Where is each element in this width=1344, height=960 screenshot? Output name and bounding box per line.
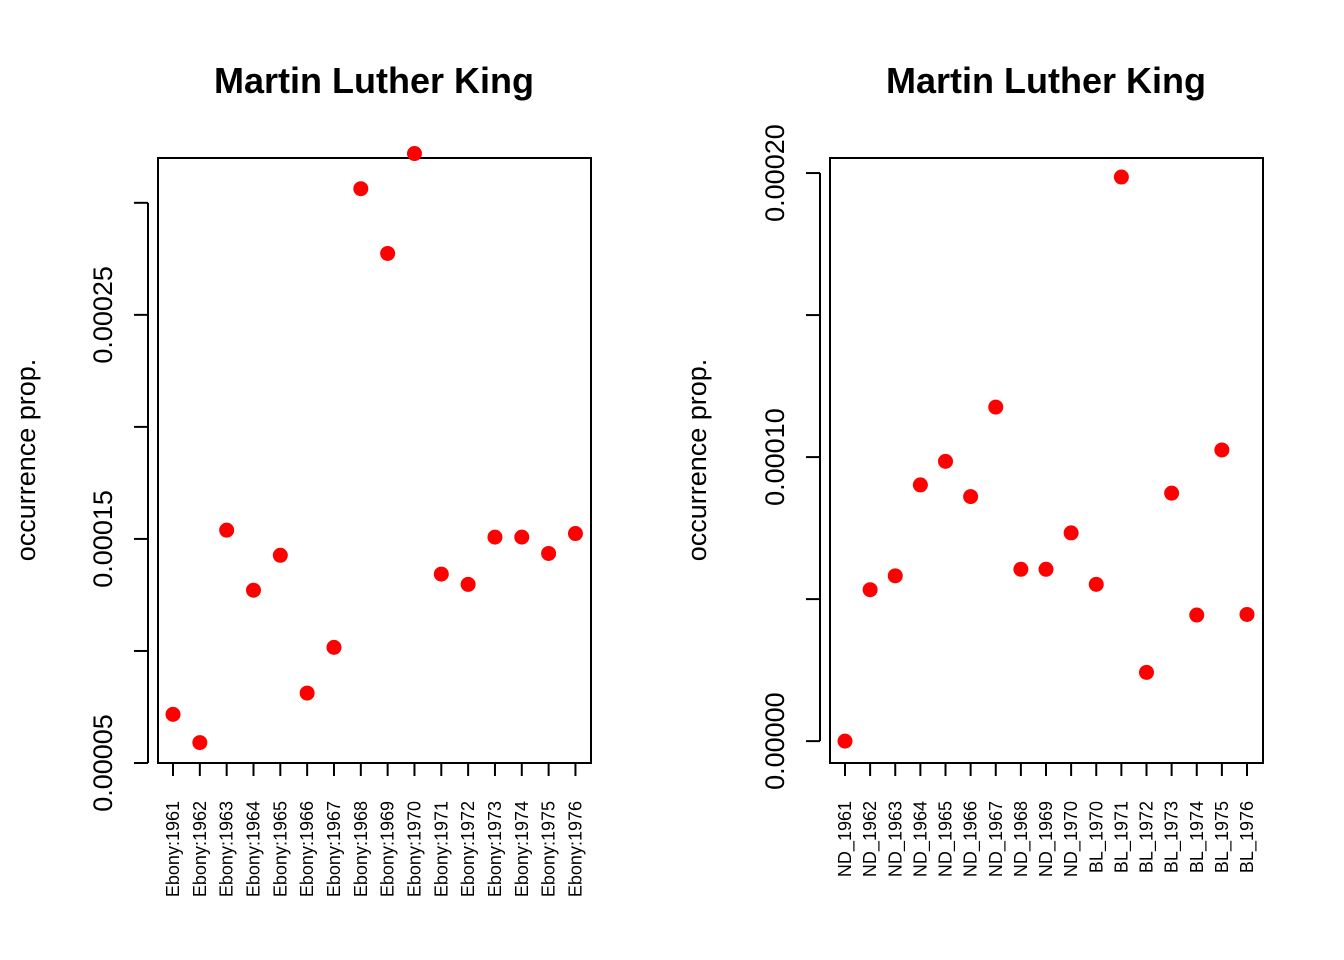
data-point xyxy=(433,566,449,582)
data-point xyxy=(1113,169,1129,185)
data-point xyxy=(887,568,903,584)
plot-frame xyxy=(157,157,592,764)
plot-frame xyxy=(829,157,1264,764)
x-tick-label: ND_1967 xyxy=(986,801,1007,877)
y-tick-label: 0.00020 xyxy=(760,124,790,222)
data-point xyxy=(514,529,530,545)
chart-title: Martin Luther King xyxy=(886,60,1206,101)
data-point xyxy=(1189,607,1205,623)
x-tick-label: ND_1963 xyxy=(885,801,906,877)
data-point xyxy=(938,453,953,469)
data-point xyxy=(1063,525,1079,541)
x-tick-label: Ebony:1971 xyxy=(431,801,451,897)
right-chart-panel: Martin Luther King occurrence prop. 0.00… xyxy=(682,60,1264,877)
x-tick-label: Ebony:1967 xyxy=(324,801,344,897)
x-tick-label: BL_1976 xyxy=(1237,801,1258,873)
x-tick-label: ND_1968 xyxy=(1011,801,1032,877)
data-point xyxy=(1088,576,1104,592)
x-tick-label: BL_1975 xyxy=(1212,801,1233,873)
data-point xyxy=(1239,606,1255,622)
y-tick-label: 0.00000 xyxy=(760,692,790,790)
x-tick-label: Ebony:1975 xyxy=(539,801,559,897)
data-point xyxy=(912,477,928,493)
x-tick-label: Ebony:1964 xyxy=(243,801,263,897)
data-point xyxy=(1013,561,1029,577)
y-tick-label: 0.00005 xyxy=(88,714,118,812)
x-tick-label: Ebony:1976 xyxy=(565,801,585,897)
y-tick-label: 0.00025 xyxy=(88,266,118,364)
x-tick-label: BL_1970 xyxy=(1086,801,1107,873)
data-point xyxy=(165,706,181,722)
data-point xyxy=(862,582,878,598)
x-tick-label: ND_1964 xyxy=(910,801,931,877)
data-point xyxy=(1038,561,1054,577)
x-tick-label: Ebony:1972 xyxy=(458,801,478,897)
x-tick-label: Ebony:1962 xyxy=(190,801,210,897)
x-tick-label: Ebony:1965 xyxy=(270,801,290,897)
x-tick-label: Ebony:1966 xyxy=(297,801,317,897)
x-tick-label: Ebony:1973 xyxy=(485,801,505,897)
x-tick-label: ND_1961 xyxy=(835,801,856,877)
x-tick-label: ND_1966 xyxy=(961,801,982,877)
data-point xyxy=(1214,442,1230,458)
data-point xyxy=(487,529,503,545)
x-tick-label: ND_1962 xyxy=(860,801,881,877)
x-tick-label: ND_1969 xyxy=(1036,801,1057,877)
data-point xyxy=(837,733,853,749)
data-point xyxy=(219,522,235,538)
data-point xyxy=(541,545,557,561)
y-axis-label: occurrence prop. xyxy=(11,359,41,562)
data-point xyxy=(567,526,583,542)
data-point xyxy=(406,146,422,162)
data-point xyxy=(380,245,396,261)
data-point xyxy=(963,489,979,505)
x-tick-label: Ebony:1970 xyxy=(404,801,424,897)
x-tick-label: Ebony:1974 xyxy=(512,801,532,897)
data-point xyxy=(326,639,342,655)
y-tick-label: 0.00015 xyxy=(88,490,118,588)
x-tick-label: BL_1971 xyxy=(1111,801,1132,873)
data-point xyxy=(245,582,261,598)
x-tick-label: Ebony:1968 xyxy=(351,801,371,897)
data-point xyxy=(353,181,369,197)
chart-title: Martin Luther King xyxy=(214,60,534,101)
data-point xyxy=(192,735,208,751)
x-tick-label: BL_1973 xyxy=(1162,801,1183,873)
data-point xyxy=(1139,664,1154,680)
x-tick-label: ND_1965 xyxy=(936,801,957,877)
x-tick-label: Ebony:1961 xyxy=(163,801,183,897)
data-point xyxy=(299,685,315,701)
x-tick-label: ND_1970 xyxy=(1061,801,1082,877)
left-chart-panel: Martin Luther King occurrence prop. 0.00… xyxy=(11,60,592,897)
x-tick-label: Ebony:1963 xyxy=(217,801,237,897)
x-tick-label: Ebony:1969 xyxy=(378,801,398,897)
data-point xyxy=(988,399,1004,415)
data-point xyxy=(460,576,476,592)
data-point xyxy=(1164,485,1180,501)
data-point xyxy=(272,547,288,563)
y-axis-label: occurrence prop. xyxy=(682,359,712,562)
x-tick-label: BL_1974 xyxy=(1187,801,1208,873)
x-tick-label: BL_1972 xyxy=(1137,801,1158,873)
y-tick-label: 0.00010 xyxy=(760,408,790,506)
